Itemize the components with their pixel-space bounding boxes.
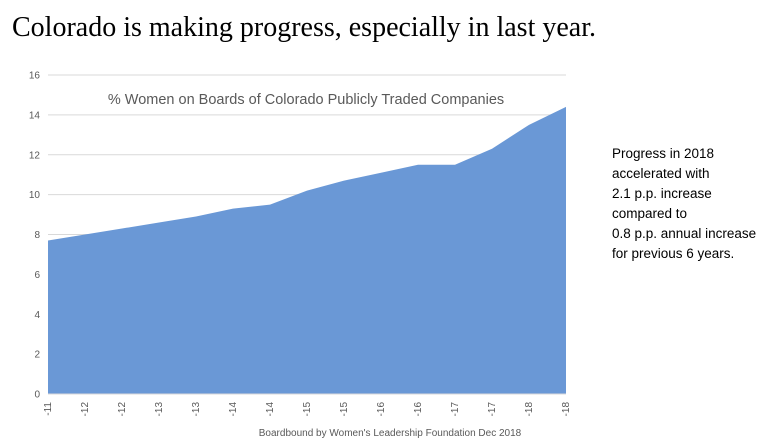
x-tick-label: -16 xyxy=(413,402,424,417)
x-tick-label: -13 xyxy=(154,402,165,417)
callout-line: 2.1 p.p. increase xyxy=(612,186,712,201)
plot-area xyxy=(48,106,566,395)
x-tick-label: -14 xyxy=(228,402,239,417)
y-tick-label: 10 xyxy=(29,190,41,201)
chart-title: % Women on Boards of Colorado Publicly T… xyxy=(108,92,504,108)
chart-source: Boardbound by Women's Leadership Foundat… xyxy=(259,428,522,439)
x-tick-label: -17 xyxy=(487,402,498,417)
callout-line: Progress in 2018 xyxy=(612,146,715,161)
x-axis-ticks: -11 -12 -12 -13 -13 -14 -14 -15 -15 -16 -16 -17 -17 -… xyxy=(43,402,572,417)
x-tick-label: -13 xyxy=(191,402,202,417)
y-tick-label: 0 xyxy=(34,390,40,401)
slide-title: Colorado is making progress, especially … xyxy=(12,12,596,43)
y-tick-label: 8 xyxy=(34,230,40,241)
y-tick-label: 4 xyxy=(34,310,40,321)
y-tick-label: 6 xyxy=(34,270,40,281)
y-tick-label: 12 xyxy=(29,150,41,161)
x-tick-label: -18 xyxy=(561,402,572,417)
x-tick-label: -15 xyxy=(302,402,313,417)
x-tick-label: -16 xyxy=(376,402,387,417)
callout-line: compared to xyxy=(612,206,688,221)
x-tick-label: -11 xyxy=(43,402,54,416)
x-tick-label: -14 xyxy=(265,402,276,417)
callout-line: accelerated with xyxy=(612,166,710,181)
y-tick-label: 16 xyxy=(29,71,41,82)
y-axis-ticks: 0 2 4 6 8 10 12 14 16 xyxy=(29,71,41,401)
y-tick-label: 14 xyxy=(29,110,41,121)
callout-line: for previous 6 years. xyxy=(612,246,735,261)
y-tick-label: 2 xyxy=(34,350,40,361)
x-tick-label: -12 xyxy=(80,402,91,417)
progress-callout: Progress in 2018 accelerated with 2.1 p.… xyxy=(612,144,777,264)
series-area xyxy=(48,106,566,395)
x-tick-label: -12 xyxy=(117,402,128,417)
x-tick-label: -15 xyxy=(339,402,350,417)
x-tick-label: -18 xyxy=(524,402,535,417)
callout-line: 0.8 p.p. annual increase xyxy=(612,226,757,241)
x-tick-label: -17 xyxy=(450,402,461,417)
